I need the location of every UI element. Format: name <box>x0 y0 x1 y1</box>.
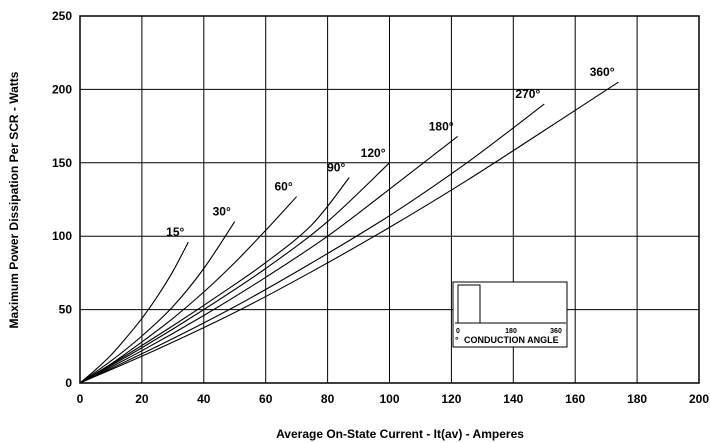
curve-label-5: 180° <box>429 119 454 133</box>
y-tick-label: 150 <box>52 156 72 170</box>
inset-title: CONDUCTION ANGLE <box>464 335 559 345</box>
x-tick-label: 100 <box>379 392 399 406</box>
curve-label-4: 120° <box>361 146 386 160</box>
curve-label-3: 90° <box>327 160 345 174</box>
curve-labels: 15° 30° 60° 90° 120° 180° 270° 360° <box>166 65 615 239</box>
curve-3 <box>79 177 350 384</box>
curve-label-0: 15° <box>166 225 184 239</box>
curve-5 <box>79 135 458 384</box>
x-tick-label: 40 <box>197 392 211 406</box>
y-tick-label: 200 <box>52 82 72 96</box>
inset-frame <box>452 281 568 348</box>
curve-label-7: 360° <box>590 65 615 79</box>
curve-label-1: 30° <box>213 205 231 219</box>
x-tick-label: 180 <box>627 392 647 406</box>
tick-labels: 0 20 40 60 80 100 120 140 160 180 200 0 50 100 150 200 2… <box>52 9 709 406</box>
curve-2 <box>79 196 298 384</box>
curve-label-2: 60° <box>274 180 292 194</box>
inset-tick-0: 0 <box>456 328 460 335</box>
x-tick-label: 20 <box>135 392 149 406</box>
x-tick-label: 200 <box>689 392 709 406</box>
y-tick-label: 0 <box>65 376 72 390</box>
y-tick-label: 250 <box>52 9 72 23</box>
plot-frame <box>79 15 700 384</box>
inset-tick-180: 180 <box>505 328 517 335</box>
y-tick-label: 100 <box>52 229 72 243</box>
curve-4 <box>79 162 390 384</box>
curves <box>79 81 619 384</box>
x-tick-label: 140 <box>503 392 523 406</box>
curve-0 <box>79 241 189 384</box>
curve-label-6: 270° <box>515 87 540 101</box>
x-tick-label: 0 <box>77 392 84 406</box>
conduction-angle-inset: 0 180 360 ° CONDUCTION ANGLE <box>452 281 568 348</box>
y-tick-label: 50 <box>59 303 73 317</box>
x-tick-label: 120 <box>441 392 461 406</box>
x-tick-label: 80 <box>321 392 335 406</box>
curve-6 <box>79 103 545 384</box>
x-tick-label: 60 <box>259 392 273 406</box>
x-tick-label: 160 <box>565 392 585 406</box>
x-axis-label: Average On-State Current - It(av) - Ampe… <box>276 427 524 441</box>
inset-tick-360: 360 <box>550 328 562 335</box>
inset-degree-mark: ° <box>455 335 459 345</box>
curve-7 <box>79 81 619 384</box>
grid-lines <box>79 15 700 384</box>
y-axis-label: Maximum Power Dissipation Per SCR - Watt… <box>7 71 21 328</box>
curve-1 <box>79 221 236 384</box>
